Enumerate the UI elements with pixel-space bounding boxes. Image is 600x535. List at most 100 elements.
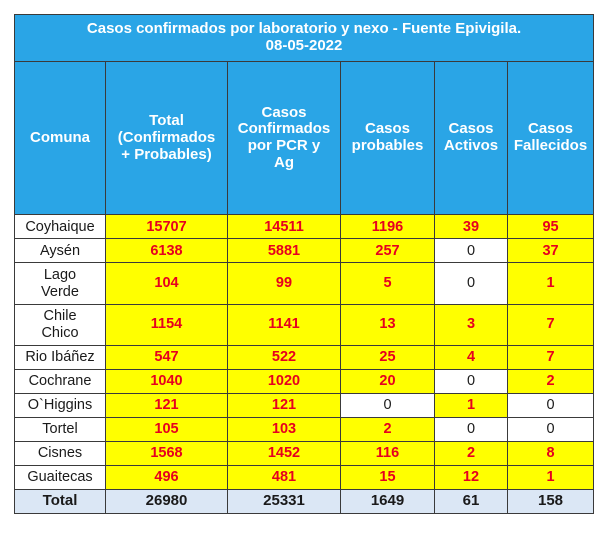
cell-pcr: 1452 [227,440,341,466]
cell-fallecidos: 1 [506,262,595,305]
cell-fallecidos: 8 [506,440,595,466]
cell-fallecidos: 95 [506,214,595,240]
header-casos-activos: Casos Activos [434,61,508,216]
cell-activos: 12 [434,464,508,490]
cell-activos: 0 [434,262,508,305]
header-line: + Probables) [121,145,212,163]
comuna-name-line: Verde [41,283,79,300]
comuna-name-line: Guaitecas [27,469,93,486]
cases-table: Casos confirmados por laboratorio y nexo… [13,13,595,515]
cell-probables: 1196 [340,214,435,240]
header-casos-pcr-ag: Casos Confirmados por PCR y Ag [227,61,341,216]
header-line: Ag [274,154,294,172]
comuna-name: Cochrane [14,368,106,394]
header-casos-fallecidos: Casos Fallecidos [506,61,595,216]
total-pcr: 25331 [227,488,341,515]
cell-fallecidos: 0 [506,392,595,418]
comuna-name: Guaitecas [14,464,106,490]
cell-pcr: 481 [227,464,341,490]
cell-probables: 0 [340,392,435,418]
header-line: Comuna [30,128,90,146]
cell-pcr: 103 [227,416,341,442]
total-total: 26980 [105,488,228,515]
total-activos: 61 [434,488,508,515]
comuna-name: Cisnes [14,440,106,466]
cell-total: 15707 [105,214,228,240]
header-line: Casos [528,120,574,138]
header-comuna: Comuna [14,61,106,216]
title-line-1: Casos confirmados por laboratorio y nexo… [86,20,522,38]
title-line-2: 08-05-2022 [265,37,343,55]
table-row: Aysén 6138 5881 257 0 37 [14,238,595,264]
comuna-name: Rio Ibáñez [14,344,106,370]
table-row: Cochrane 1040 1020 20 0 2 [14,368,595,394]
comuna-name-line: Coyhaique [25,218,95,235]
header-line: (Confirmados [117,128,216,146]
cell-total: 6138 [105,238,228,264]
cell-probables: 25 [340,344,435,370]
table-row: Coyhaique 15707 14511 1196 39 95 [14,214,595,240]
cell-fallecidos: 1 [506,464,595,490]
cell-total: 104 [105,262,228,305]
cell-probables: 116 [340,440,435,466]
cell-activos: 0 [434,368,508,394]
comuna-name-line: Cisnes [37,445,83,462]
header-line: probables [351,137,424,155]
cell-total: 547 [105,344,228,370]
header-casos-probables: Casos probables [340,61,435,216]
cell-activos: 0 [434,238,508,264]
comuna-name-line: Aysén [39,242,81,259]
cell-total: 121 [105,392,228,418]
total-probables: 1649 [340,488,435,515]
header-line: Confirmados [237,120,331,138]
cell-total: 1568 [105,440,228,466]
header-line: Casos [261,103,307,121]
cell-pcr: 5881 [227,238,341,264]
cell-fallecidos: 7 [506,303,595,346]
comuna-name: O`Higgins [14,392,106,418]
cell-probables: 2 [340,416,435,442]
comuna-name-line: Rio Ibáñez [25,349,95,366]
cell-probables: 13 [340,303,435,346]
table-row: O`Higgins 121 121 0 1 0 [14,392,595,418]
table-row: Cisnes 1568 1452 116 2 8 [14,440,595,466]
cell-total: 105 [105,416,228,442]
header-line: por PCR y [247,137,321,155]
cell-activos: 3 [434,303,508,346]
cell-activos: 0 [434,416,508,442]
cell-probables: 15 [340,464,435,490]
header-line: Activos [443,137,499,155]
cell-pcr: 1020 [227,368,341,394]
table-row: Chile Chico 1154 1141 13 3 7 [14,303,595,346]
total-fallecidos: 158 [506,488,595,515]
cell-pcr: 1141 [227,303,341,346]
cell-total: 1154 [105,303,228,346]
comuna-name: Chile Chico [14,303,106,346]
cell-activos: 2 [434,440,508,466]
cell-total: 1040 [105,368,228,394]
header-total: Total (Confirmados + Probables) [105,61,228,216]
table-title: Casos confirmados por laboratorio y nexo… [13,13,595,63]
header-line: Total [149,112,184,130]
comuna-name-line: Chico [41,324,79,341]
comuna-name-line: Tortel [42,421,78,438]
cell-activos: 4 [434,344,508,370]
cell-probables: 257 [340,238,435,264]
cell-probables: 5 [340,262,435,305]
cell-pcr: 121 [227,392,341,418]
cell-activos: 39 [434,214,508,240]
header-line: Fallecidos [513,137,588,155]
comuna-name: Aysén [14,238,106,264]
comuna-name-line: Cochrane [28,373,92,390]
comuna-name-line: Chile [43,308,77,325]
cell-pcr: 14511 [227,214,341,240]
table-row: Guaitecas 496 481 15 12 1 [14,464,595,490]
header-row: Comuna Total (Confirmados + Probables) Casos… [14,61,595,216]
comuna-name: Lago Verde [14,262,106,305]
cell-activos: 1 [434,392,508,418]
table-row: Tortel 105 103 2 0 0 [14,416,595,442]
cell-fallecidos: 7 [506,344,595,370]
cell-probables: 20 [340,368,435,394]
total-row: Total 26980 25331 1649 61 158 [14,488,595,515]
cell-pcr: 522 [227,344,341,370]
